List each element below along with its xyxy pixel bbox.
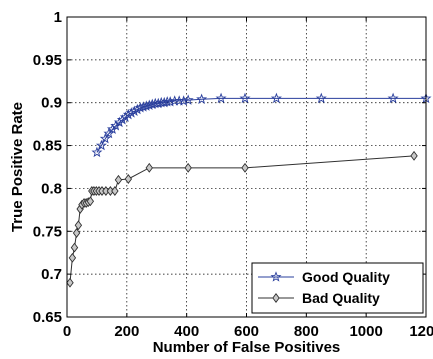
data-point-good-quality: [182, 94, 194, 105]
legend-box: [251, 262, 424, 314]
y-tick-label: 0.75: [33, 223, 62, 240]
y-axis-title: True Positive Rate: [9, 102, 26, 232]
x-tick-label: 200: [114, 323, 139, 340]
data-point-good-quality: [164, 96, 176, 107]
data-point-good-quality: [178, 95, 190, 106]
x-tick-label: 400: [174, 323, 199, 340]
data-point-good-quality: [215, 92, 227, 104]
legend-label-bad-quality: Bad Quality: [302, 290, 380, 306]
data-point-bad-quality: [124, 174, 133, 184]
data-point-bad-quality: [114, 174, 123, 185]
data-point-good-quality: [239, 92, 251, 104]
x-tick-label: 0: [63, 323, 71, 340]
x-tick-label: 1000: [349, 323, 382, 340]
legend-label-good-quality: Good Quality: [302, 269, 390, 285]
data-point-good-quality: [270, 92, 282, 104]
series-layer: [66, 92, 432, 288]
legend-marker-good-quality: [270, 271, 282, 282]
data-point-bad-quality: [74, 220, 83, 231]
data-point-good-quality: [103, 127, 115, 139]
data-point-good-quality: [387, 92, 399, 104]
y-tick-label: 0.85: [33, 138, 62, 155]
data-point-good-quality: [95, 139, 107, 151]
x-tick-label: 600: [234, 323, 259, 340]
y-tick-label: 0.7: [41, 266, 62, 283]
data-point-bad-quality: [145, 162, 153, 173]
series-bad-quality: [66, 150, 418, 288]
data-point-good-quality: [196, 93, 208, 104]
y-tick-label: 1: [54, 9, 62, 26]
series-good-quality: [91, 92, 432, 158]
data-point-good-quality: [161, 96, 173, 107]
legend-marker-bad-quality: [272, 293, 280, 303]
y-tick-label: 0.9: [41, 95, 62, 112]
x-tick-label: 800: [294, 323, 319, 340]
y-tick-label: 0.65: [33, 309, 62, 326]
data-point-bad-quality: [111, 186, 119, 196]
data-point-bad-quality: [86, 196, 95, 207]
data-point-bad-quality: [70, 242, 79, 253]
y-tick-label: 0.95: [33, 52, 62, 69]
x-axis-title: Number of False Positives: [153, 339, 341, 354]
data-point-bad-quality: [66, 277, 74, 288]
legend-entries: [258, 271, 294, 303]
data-point-good-quality: [315, 92, 327, 104]
legend: Good Quality Bad Quality: [251, 262, 424, 314]
data-point-good-quality: [99, 132, 111, 144]
data-point-bad-quality: [72, 228, 81, 238]
data-point-bad-quality: [184, 162, 192, 173]
data-point-good-quality: [91, 146, 103, 158]
data-point-bad-quality: [410, 150, 418, 161]
data-point-bad-quality: [241, 162, 249, 173]
y-tick-label: 0.8: [41, 180, 62, 197]
data-point-bad-quality: [68, 252, 77, 263]
